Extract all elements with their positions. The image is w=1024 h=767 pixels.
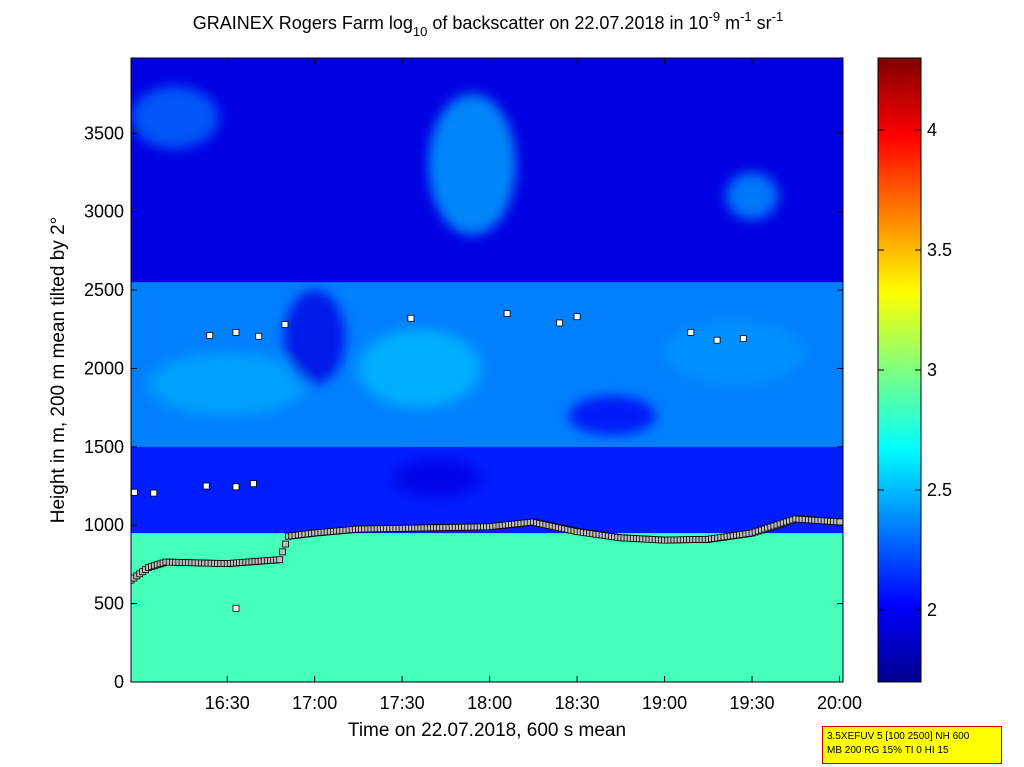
upper-layer-marker-13 [687,328,695,336]
y-tick-label-2: 1000 [84,515,124,535]
colorbar-tick-label-1: 2.5 [927,480,952,500]
upper-layer-marker-5 [206,332,214,339]
upper-layer-marker-1 [150,489,158,497]
y-tick-label-6: 3000 [84,202,124,222]
upper-layer-marker-8 [281,321,289,328]
heatmap-patch-5 [664,321,805,385]
colorbar-tick-label-2: 3 [927,360,937,380]
heatmap-patch-8 [393,458,481,498]
y-tick-label-3: 1500 [84,437,124,457]
y-tick-label-0: 0 [114,672,124,692]
x-axis-title: Time on 22.07.2018, 600 s mean [348,720,626,741]
x-tick-label-7: 20:00 [817,693,862,713]
layer-marker-227 [836,518,843,526]
y-tick-label-4: 2000 [84,358,124,378]
upper-layer-marker-3 [232,483,240,491]
layer-marker-49 [279,548,287,556]
plot-frame [130,57,844,683]
heatmap-plot [131,58,843,682]
heatmap-patch-2 [725,172,779,220]
layer-marker-50 [282,540,289,548]
upper-layer-marker-11 [556,319,563,327]
y-axis-title: Height in m, 200 m mean tilted by 2° [48,217,69,523]
layer-marker-48 [276,556,284,564]
info-line-2: MB 200 RG 15% TI 0 HI 15 [827,745,949,756]
colorbar-tick-label-0: 2 [927,600,937,620]
x-tick-label-1: 17:00 [292,693,337,713]
x-tick-label-3: 18:00 [467,693,512,713]
heatmap-patch-7 [568,395,656,436]
upper-layer-marker-16 [232,604,240,612]
colorbar-ticks: 2 2.5 3 3.5 4 [878,120,952,620]
upper-layer-marker-4 [250,480,257,488]
y-tick-label-7: 3500 [84,123,124,143]
heatmap-patches [131,86,805,498]
upper-layer-marker-12 [573,313,581,321]
x-tick-label-6: 19:30 [730,693,775,713]
heatmap-layer-0 [131,533,843,682]
chart-title: GRAINEX Rogers Farm log10 of backscatter… [193,9,783,39]
settings-info-box: 3.5XEFUV 5 [100 2500] NH 600 MB 200 RG 1… [822,726,1002,764]
heatmap-patch-6 [284,290,346,385]
upper-layer-marker-0 [131,488,138,496]
upper-layer-marker-14 [713,336,721,344]
info-line-1: 3.5XEFUV 5 [100 2500] NH 600 [827,731,970,742]
y-axis: 0 500 1000 1500 2000 2500 3000 3500 [84,123,843,692]
heatmap-patch-1 [131,86,219,149]
heatmap-patch-3 [358,329,481,408]
heatmap-layer-1 [131,446,843,534]
upper-layer-marker-2 [202,482,210,490]
colorbar [877,57,922,683]
upper-layer-marker-10 [503,310,511,317]
colorbar-tick-label-3: 3.5 [927,240,952,260]
x-tick-label-5: 19:00 [642,693,687,713]
x-axis: 16:30 17:00 17:30 18:00 18:30 19:00 19:30 20:00 [205,58,862,713]
upper-layer-marker-7 [255,332,263,340]
upper-layer-marker-6 [232,328,240,336]
upper-layer-marker-15 [739,335,747,343]
x-tick-label-0: 16:30 [205,693,250,713]
x-tick-label-2: 17:30 [380,693,425,713]
heatmap-patch-0 [428,94,516,236]
colorbar-tick-label-4: 4 [927,120,937,140]
y-tick-label-1: 500 [94,594,124,614]
upper-layer-marker-9 [407,314,415,322]
heatmap-patch-4 [148,352,306,416]
y-tick-label-5: 2500 [84,280,124,300]
layer-height-markers [131,310,843,612]
x-tick-label-4: 18:30 [555,693,600,713]
